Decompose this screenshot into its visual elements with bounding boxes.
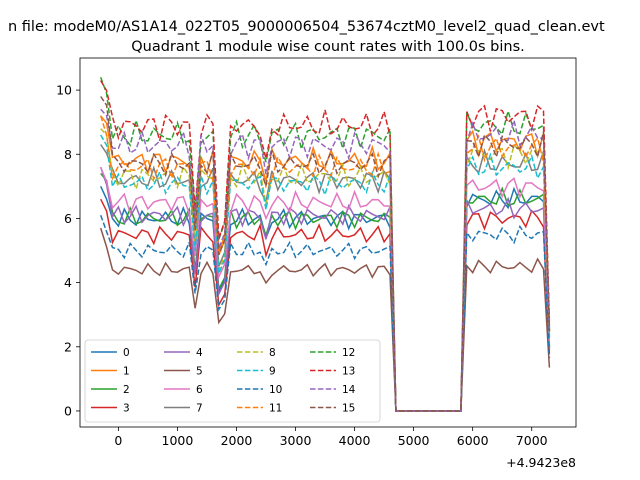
legend-label-2: 2 [123, 384, 130, 396]
series-line-1 [100, 115, 551, 412]
y-tick-label: 0 [64, 403, 72, 418]
series-line-3 [100, 198, 551, 412]
x-tick-label: 3000 [280, 433, 312, 448]
x-offset-label: +4.9423e8 [506, 455, 576, 470]
legend-label-0: 0 [123, 347, 130, 359]
x-tick-label: 0 [114, 433, 122, 448]
x-tick-label: 6000 [457, 433, 489, 448]
y-tick-label: 10 [56, 83, 72, 98]
legend-label-3: 3 [123, 403, 130, 415]
y-tick-label: 8 [64, 147, 72, 162]
legend-label-4: 4 [196, 347, 203, 359]
series-line-6 [100, 166, 551, 412]
legend-label-8: 8 [269, 347, 276, 359]
series-line-2 [100, 173, 551, 412]
legend-label-9: 9 [269, 366, 276, 378]
x-tick-label: 5000 [398, 433, 430, 448]
y-tick-label: 2 [64, 339, 72, 354]
legend-label-10: 10 [269, 384, 282, 396]
figure-suptitle: n file: modeM0/AS1A14_022T05_9000006504_… [8, 19, 605, 35]
y-axis: 0 2 4 6 8 10 [56, 83, 80, 418]
y-tick-label: 6 [64, 211, 72, 226]
series-line-15 [100, 96, 551, 412]
y-tick-label: 4 [64, 275, 72, 290]
x-tick-label: 4000 [339, 433, 371, 448]
series-lines [99, 77, 551, 412]
legend-label-13: 13 [342, 366, 355, 378]
legend-label-7: 7 [196, 403, 203, 415]
series-line-4 [99, 166, 551, 412]
series-line-14 [100, 108, 551, 412]
legend-label-6: 6 [196, 384, 203, 396]
legend-label-15: 15 [342, 403, 355, 415]
plot-area [79, 57, 577, 428]
legend-label-5: 5 [196, 366, 203, 378]
x-tick-label: 2000 [221, 433, 253, 448]
series-line-5 [99, 227, 551, 412]
x-axis: 0 1000 2000 3000 4000 5000 6000 7000 [114, 427, 548, 448]
series-line-13 [100, 80, 551, 412]
series-line-10 [99, 214, 551, 412]
legend-label-14: 14 [342, 384, 356, 396]
series-line-12 [99, 77, 551, 412]
legend-frame [84, 339, 381, 423]
series-line-9 [100, 134, 551, 412]
legend-label-1: 1 [123, 366, 130, 378]
legend-label-11: 11 [269, 403, 282, 415]
legend-label-12: 12 [342, 347, 355, 359]
chart-title: Quadrant 1 module wise count rates with … [131, 39, 525, 55]
x-tick-label: 7000 [516, 433, 548, 448]
series-line-8 [100, 128, 551, 412]
x-tick-label: 1000 [162, 433, 194, 448]
